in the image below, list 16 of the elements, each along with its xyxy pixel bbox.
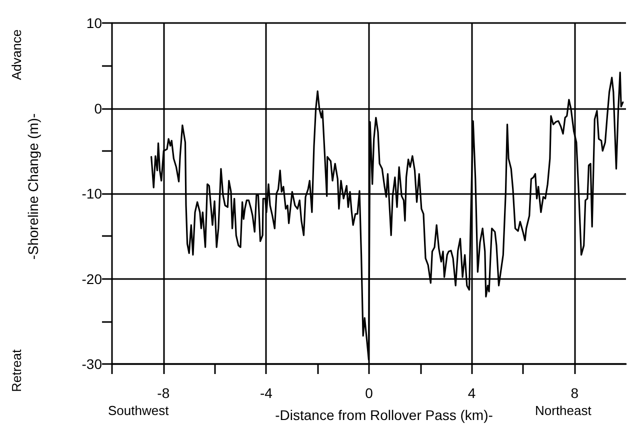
x-axis-title: -Distance from Rollover Pass (km)- xyxy=(275,407,494,423)
y-tick-label: -10 xyxy=(82,186,102,202)
y-tick-label: -30 xyxy=(82,356,102,372)
text: Advance xyxy=(9,29,24,80)
x-tick-label: 8 xyxy=(570,385,579,401)
text: Southwest xyxy=(108,403,170,418)
y-tick-label: -20 xyxy=(82,270,102,287)
x-tick-label: -8 xyxy=(157,385,170,401)
x-tick-label: -4 xyxy=(260,385,273,401)
text: Retreat xyxy=(9,348,24,392)
y-tick-label: 10 xyxy=(86,15,102,31)
x-tick-label: 0 xyxy=(365,385,374,401)
y-tick-label: 0 xyxy=(94,100,102,116)
x-tick-label: 4 xyxy=(468,385,476,401)
text: Northeast xyxy=(535,403,592,418)
y-axis-title: -Shoreline Change (m)- xyxy=(25,113,41,260)
